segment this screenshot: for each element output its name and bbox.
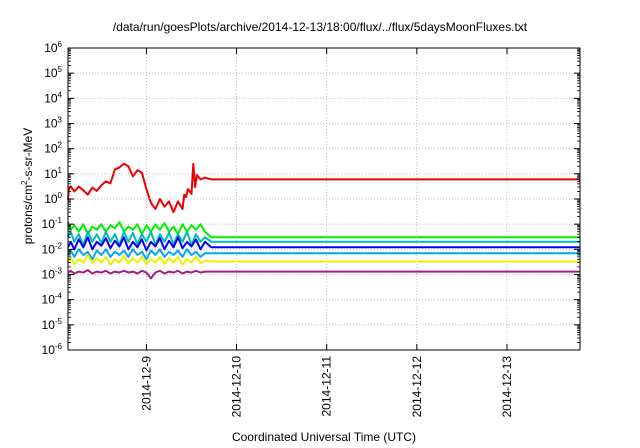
y-tick-label: 103 <box>44 116 62 131</box>
y-tick-label: 10-5 <box>42 317 63 332</box>
series-line-1 <box>67 162 580 214</box>
x-tick-label: 2014-12-12 <box>410 356 424 418</box>
y-tick-label: 105 <box>44 65 62 80</box>
series-line-7 <box>67 269 580 280</box>
axis-ticks <box>68 47 580 351</box>
x-tick-label: 2014-12-9 <box>139 356 153 411</box>
series-lines <box>67 162 580 280</box>
tick-labels: 10-6 10-5 10-4 10-3 10-2 10-1 100 101 102 103 104 1… <box>42 40 514 417</box>
y-axis-label-sup: 2 <box>20 180 29 185</box>
y-tick-label: 10-3 <box>42 267 63 282</box>
series-line-3 <box>67 230 580 246</box>
grid <box>68 48 580 350</box>
x-tick-label: 2014-12-10 <box>230 356 244 418</box>
y-axis-label-pre: protons/cm <box>21 184 35 245</box>
y-tick-label: 100 <box>44 191 62 206</box>
y-axis-label: protons/cm2-s-sr-MeV <box>20 86 35 286</box>
y-tick-label: 104 <box>44 90 62 105</box>
y-tick-label: 102 <box>44 141 62 156</box>
y-tick-label: 10-4 <box>42 292 63 307</box>
series-line-2 <box>67 221 580 239</box>
series-line-4 <box>67 236 580 252</box>
y-tick-label: 101 <box>44 166 62 181</box>
y-axis-label-post: -s-sr-MeV <box>21 127 35 181</box>
y-tick-label: 10-2 <box>42 241 63 256</box>
series-line-6 <box>67 253 580 266</box>
y-tick-label: 106 <box>44 40 62 55</box>
chart-title: /data/run/goesPlots/archive/2014-12-13/1… <box>112 20 528 34</box>
x-tick-label: 2014-12-13 <box>500 356 514 418</box>
x-axis-label: Coordinated Universal Time (UTC) <box>231 430 417 444</box>
x-tick-label: 2014-12-11 <box>320 356 334 417</box>
series-line-5 <box>67 248 580 261</box>
y-tick-label: 10-6 <box>42 342 63 357</box>
y-tick-label: 10-1 <box>42 216 63 231</box>
